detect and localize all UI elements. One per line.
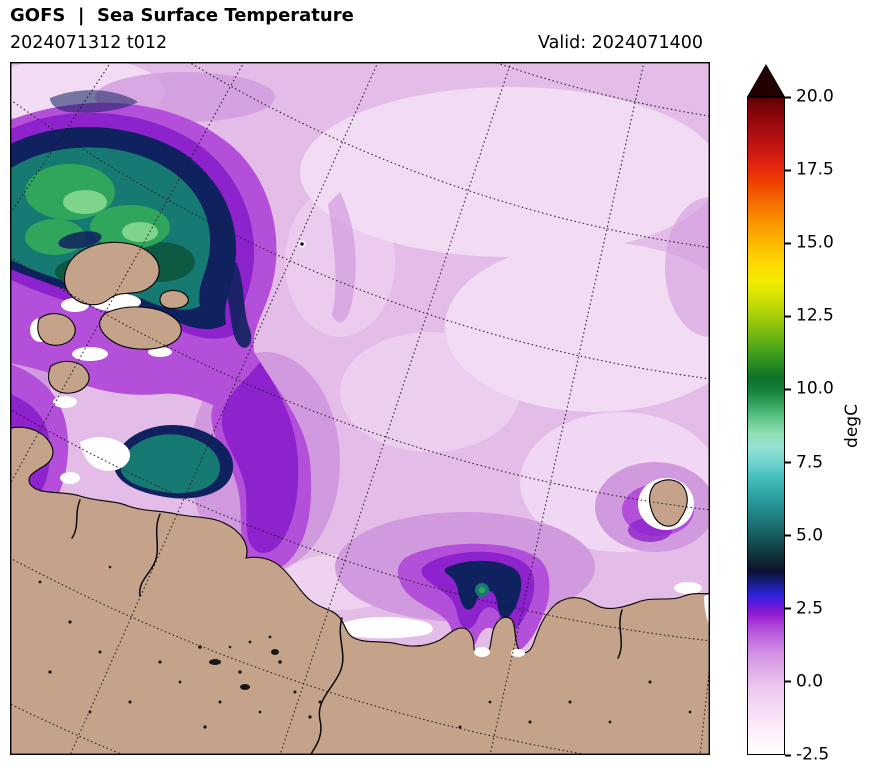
colorbar-tick-mark	[785, 607, 791, 610]
colorbar-extend-arrow	[747, 64, 785, 97]
meridian-line	[69, 62, 379, 755]
colorbar-tick: 2.5	[785, 600, 823, 617]
island	[99, 306, 182, 350]
colorbar-tick-mark	[785, 169, 791, 172]
islet-dot	[300, 242, 304, 246]
meridian-line	[279, 62, 512, 755]
colorbar-tick-mark	[785, 96, 791, 98]
meridian-line	[489, 62, 645, 755]
meridian-line	[10, 62, 245, 485]
colorbar-tick-label: 2.5	[796, 598, 824, 619]
colorbar-tick-label: 5.0	[796, 525, 824, 546]
land-lakes-dots	[38, 565, 692, 729]
map-frame	[10, 62, 710, 755]
colorbar-tick-mark	[785, 534, 791, 537]
colorbar-tick: 17.5	[785, 159, 834, 180]
figure-title: GOFS | Sea Surface Temperature	[10, 5, 354, 26]
colorbar-tick: 5.0	[785, 527, 823, 544]
islands	[37, 241, 688, 527]
colorbar-unit-label: degC	[842, 404, 862, 448]
colorbar-tick: 15.0	[785, 232, 834, 253]
graticule	[10, 62, 710, 755]
colorbar-gradient	[747, 97, 785, 755]
colorbar-tick-mark	[785, 461, 791, 464]
sst-map	[10, 62, 710, 755]
colorbar-tick-mark	[785, 315, 791, 318]
island	[64, 241, 160, 306]
island	[159, 289, 189, 309]
mainland	[10, 426, 710, 755]
run-label: 2024071312 t012	[10, 33, 168, 53]
colorbar-ticks: 20.0 17.5 15.0 12.5 10.0 7.5 5.0 2.5 0.0 -2.5	[785, 88, 855, 763]
colorbar-tick: 0.0	[785, 673, 823, 690]
colorbar-tick: 12.5	[785, 305, 834, 326]
colorbar-tick-label: 12.5	[796, 305, 834, 326]
rivers	[71, 499, 623, 755]
colorbar-tick-label: 7.5	[796, 452, 824, 473]
colorbar-tick-mark	[785, 680, 791, 683]
colorbar-tick-mark	[785, 242, 791, 245]
colorbar-tick-label: 0.0	[796, 671, 824, 692]
colorbar-tick: 10.0	[785, 378, 834, 399]
colorbar-tick: 7.5	[785, 454, 823, 471]
meridian-line	[699, 663, 710, 755]
colorbar-tick-mark	[785, 754, 791, 756]
island	[648, 479, 688, 527]
colorbar-tick-label: 15.0	[796, 232, 834, 253]
valid-label: Valid: 2024071400	[538, 33, 703, 53]
coastal-ice	[474, 594, 710, 657]
island	[37, 313, 76, 346]
colorbar-tick-mark	[785, 388, 791, 391]
colorbar-tick-label: 10.0	[796, 378, 834, 399]
colorbar-tick-label: 17.5	[796, 159, 834, 180]
colorbar-tick: -2.5	[785, 744, 830, 765]
colorbar-tick-label: -2.5	[796, 744, 830, 765]
colorbar-tick: 20.0	[785, 86, 834, 107]
colorbar-tick-label: 20.0	[796, 86, 834, 107]
meridian-line	[10, 62, 112, 215]
